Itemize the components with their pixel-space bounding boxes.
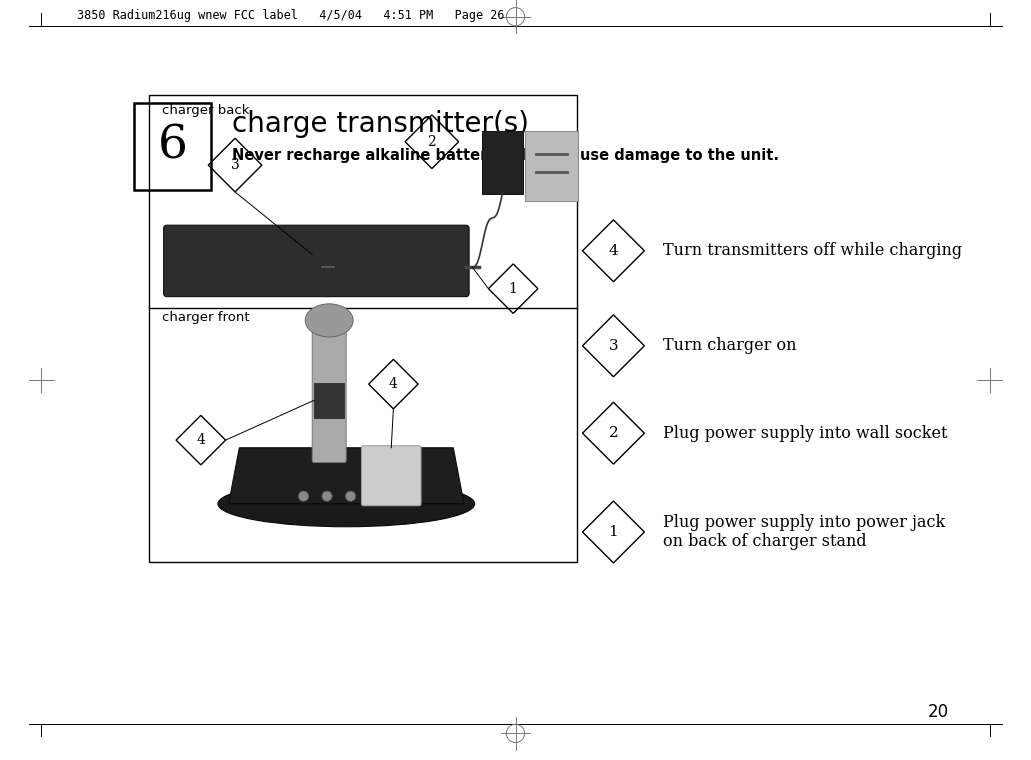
Text: 1: 1	[608, 525, 619, 539]
FancyBboxPatch shape	[314, 384, 344, 419]
Text: 2: 2	[608, 426, 619, 440]
Text: 4: 4	[608, 244, 619, 258]
Text: Turn charger on: Turn charger on	[663, 337, 796, 354]
Text: Plug power supply into power jack
on back of charger stand: Plug power supply into power jack on bac…	[663, 514, 945, 550]
Circle shape	[322, 491, 332, 502]
Text: 3850 Radium216ug wnew FCC label   4/5/04   4:51 PM   Page 26: 3850 Radium216ug wnew FCC label 4/5/04 4…	[77, 9, 505, 22]
FancyBboxPatch shape	[483, 131, 523, 194]
Text: charger back: charger back	[162, 104, 250, 117]
FancyBboxPatch shape	[312, 318, 346, 463]
Text: 6: 6	[158, 124, 188, 169]
Text: Turn transmitters off while charging: Turn transmitters off while charging	[663, 242, 962, 259]
Text: 2: 2	[428, 135, 436, 149]
Text: 4: 4	[196, 433, 205, 447]
Ellipse shape	[218, 481, 474, 527]
FancyBboxPatch shape	[362, 446, 421, 506]
Text: 20: 20	[928, 703, 949, 721]
FancyBboxPatch shape	[164, 225, 469, 296]
FancyBboxPatch shape	[525, 131, 578, 201]
Polygon shape	[229, 448, 464, 504]
Text: 3: 3	[231, 158, 239, 172]
FancyBboxPatch shape	[149, 95, 577, 562]
Text: Plug power supply into wall socket: Plug power supply into wall socket	[663, 425, 947, 442]
Circle shape	[393, 491, 403, 502]
Text: Never recharge alkaline batteries! May cause damage to the unit.: Never recharge alkaline batteries! May c…	[232, 148, 779, 163]
Circle shape	[298, 491, 308, 502]
Text: 3: 3	[608, 339, 619, 353]
Ellipse shape	[305, 304, 354, 337]
Text: charge transmitter(s): charge transmitter(s)	[232, 110, 529, 138]
Circle shape	[369, 491, 379, 502]
Text: 4: 4	[389, 377, 398, 391]
Circle shape	[345, 491, 356, 502]
Text: 1: 1	[508, 282, 518, 296]
Text: charger front: charger front	[162, 312, 250, 325]
